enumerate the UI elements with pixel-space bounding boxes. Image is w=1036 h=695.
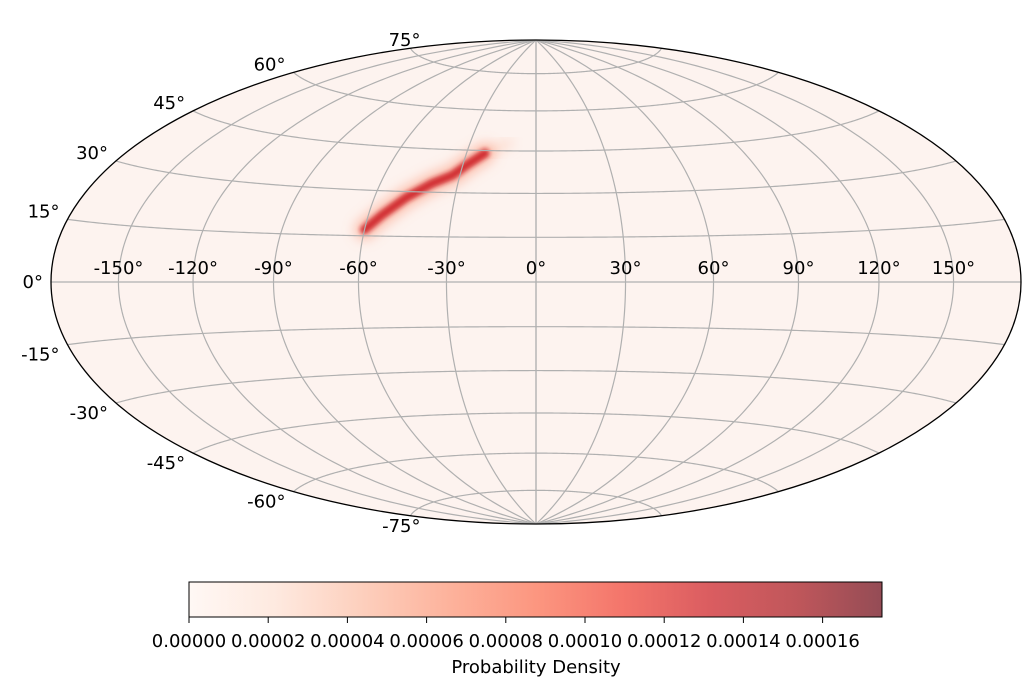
graticule: [51, 40, 1021, 524]
parallel-line: [293, 71, 779, 112]
longitude-tick-label: 0°: [526, 258, 546, 279]
map-outline: [50, 39, 1022, 525]
colorbar: 0.00000 0.00002 0.00004 0.00006 0.00008 0.000…: [152, 581, 883, 652]
colorbar-ticks: 0.00000 0.00002 0.00004 0.00006 0.00008 0.000…: [152, 617, 860, 652]
longitude-tick-label: -120°: [168, 258, 218, 279]
colorbar-tick-label: 0.00002: [231, 631, 305, 652]
latitude-tick-label: 0°: [23, 272, 43, 293]
longitude-tick-label: 120°: [857, 258, 900, 279]
parallel-line: [293, 452, 779, 493]
latitude-tick-label: -15°: [21, 345, 59, 366]
latitude-tick-label: -45°: [147, 453, 185, 474]
longitude-tick-label: 90°: [783, 258, 815, 279]
parallel-line: [192, 412, 880, 454]
parallel-line: [67, 218, 1005, 238]
latitude-tick-label: 60°: [254, 54, 286, 75]
latitude-tick-labels: 75° 60° 45° 30° 15° 0° -15° -30° -45° -60° -75°: [21, 30, 420, 537]
parallel-line: [409, 489, 663, 517]
colorbar-tick-label: 0.00006: [389, 631, 463, 652]
latitude-tick-label: -60°: [247, 492, 285, 513]
parallel-line: [67, 326, 1005, 346]
longitude-tick-label: -30°: [427, 258, 465, 279]
longitude-tick-labels: -150° -120° -90° -60° -30° 0° 30° 60° 90° 120° 150…: [94, 258, 976, 279]
latitude-tick-label: 75°: [389, 30, 421, 51]
parallel-line: [115, 160, 957, 195]
colorbar-tick-label: 0.00010: [548, 631, 622, 652]
hotspot-core: [360, 148, 490, 235]
longitude-tick-label: 60°: [698, 258, 730, 279]
longitude-tick-label: -60°: [339, 258, 377, 279]
probability-hotspot: [354, 138, 514, 240]
longitude-tick-label: 30°: [610, 258, 642, 279]
parallel-line: [192, 110, 880, 152]
colorbar-label: Probability Density: [451, 657, 621, 678]
latitude-tick-label: -30°: [70, 403, 108, 424]
colorbar-tick-label: 0.00000: [152, 631, 226, 652]
latitude-tick-label: -75°: [382, 516, 420, 537]
longitude-tick-label: -150°: [94, 258, 144, 279]
colorbar-tick-label: 0.00008: [469, 631, 543, 652]
colorbar-tick-label: 0.00012: [627, 631, 701, 652]
latitude-tick-label: 45°: [153, 93, 185, 114]
latitude-tick-label: 30°: [76, 143, 108, 164]
colorbar-tick-label: 0.00016: [785, 631, 859, 652]
colorbar-tick-label: 0.00004: [310, 631, 384, 652]
longitude-tick-label: 150°: [932, 258, 975, 279]
parallel-line: [409, 47, 663, 75]
latitude-tick-label: 15°: [28, 201, 60, 222]
colorbar-gradient: [189, 582, 882, 617]
parallel-line: [115, 369, 957, 404]
colorbar-tick-label: 0.00014: [706, 631, 780, 652]
longitude-tick-label: -90°: [254, 258, 292, 279]
colorbar-frame: [188, 581, 883, 618]
